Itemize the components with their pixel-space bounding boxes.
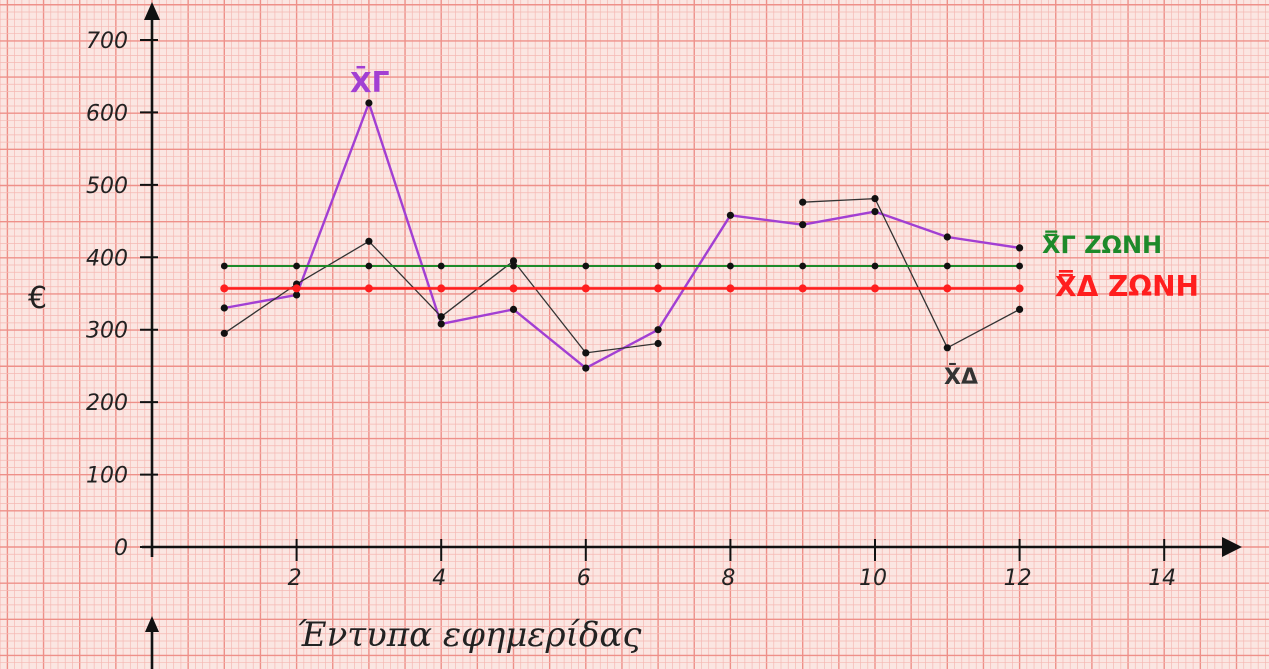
x-tick-label: 10 [859,566,887,591]
series-purple-line-point [1016,244,1024,252]
series-black-line-point [365,237,373,245]
series-red-line-point [1015,284,1024,293]
series-label-purple: X̄Γ [350,65,390,99]
series-black-line-point [582,349,590,357]
y-tick-label: 600 [86,101,128,126]
series-labels: X̄Γ X̄Δ X̿Γ ΖΩΝΗ X̿Δ ΖΩΝΗ [350,65,1199,390]
series-purple-line-point [871,208,879,216]
series-purple-line-point [654,326,662,334]
series-green-line-point [727,262,734,270]
series-green-line-point [871,262,879,270]
y-tick-label: 300 [86,319,128,344]
series-black-line-point [1016,305,1024,313]
series-black-line-point [437,313,445,321]
series-label-green: X̿Γ ΖΩΝΗ [1042,230,1162,259]
series-purple-line-point [220,304,228,312]
series-black-line-point [220,329,228,337]
series-purple-line-point [365,99,373,107]
series-purple-line [223,101,1021,370]
series-points [220,99,1024,372]
series-red-line-point [943,284,952,293]
series-black-line-point [943,344,951,352]
series-green-line-point [220,262,228,270]
x-tick-label: 12 [1004,566,1032,591]
series-purple-line-point [799,221,807,229]
x-tick-label: 4 [432,566,446,591]
series-red-line-point [726,284,735,293]
x-tick-label: 6 [577,566,591,591]
series-green-line-point [365,262,373,270]
series-red-line-point [871,284,879,293]
series-purple-line-point [943,233,951,241]
y-tick-label: 100 [86,464,128,489]
series-red-line-point [437,284,446,293]
series-red-line-point [509,284,518,293]
series-green-line-point [510,262,517,270]
y-axis-arrow [144,2,160,20]
x-tick-label: 8 [721,566,735,591]
series-green-line-point [799,262,807,270]
series-red-line-point [364,284,373,293]
x-tick-label: 14 [1148,566,1176,591]
series-purple-line-point [437,320,445,328]
series-purple-line-point [509,305,518,313]
series-black-line-point [654,339,662,348]
series-red-line-point [292,284,301,293]
series-red-line-point [220,284,229,293]
series-green-line-point [293,262,300,270]
series-green-line-point [437,262,445,270]
series-purple-line-point [726,211,735,219]
y-axis-label: € [28,281,47,316]
series-green-line-point [582,262,590,270]
y-tick-label: 400 [86,246,128,271]
series-black-line [802,197,1021,349]
x-axis-arrow [1222,537,1242,557]
tick-labels: 0 100 200 300 400 500 600 700 2 4 6 8 10 12 14 [86,29,1176,591]
series-green-line-point [1016,262,1023,270]
series-label-black: X̄Δ [944,364,978,390]
series-black-line-point [799,198,807,206]
series-label-red: X̿Δ ΖΩΝΗ [1055,269,1199,303]
y-tick-label: 0 [114,536,128,561]
y-tick-label: 500 [86,174,128,199]
x-axis-label: Έντυπα εφημερίδας [296,615,642,655]
y-tick-label: 700 [86,29,128,54]
series-green-line-point [654,262,662,270]
series-black-line-point [509,257,518,265]
y-tick-label: 200 [86,391,128,416]
series-red-line-point [798,284,807,293]
axes [140,2,1242,669]
series-red-line-point [581,284,590,293]
series-black-line-point [871,195,879,203]
series-green-line-point [943,262,951,270]
lower-axis-arrow [145,616,159,632]
series-purple-line-point [293,291,301,299]
x-tick-label: 2 [288,566,302,591]
series-red-line-point [654,284,663,293]
series-purple-line-point [582,364,590,372]
